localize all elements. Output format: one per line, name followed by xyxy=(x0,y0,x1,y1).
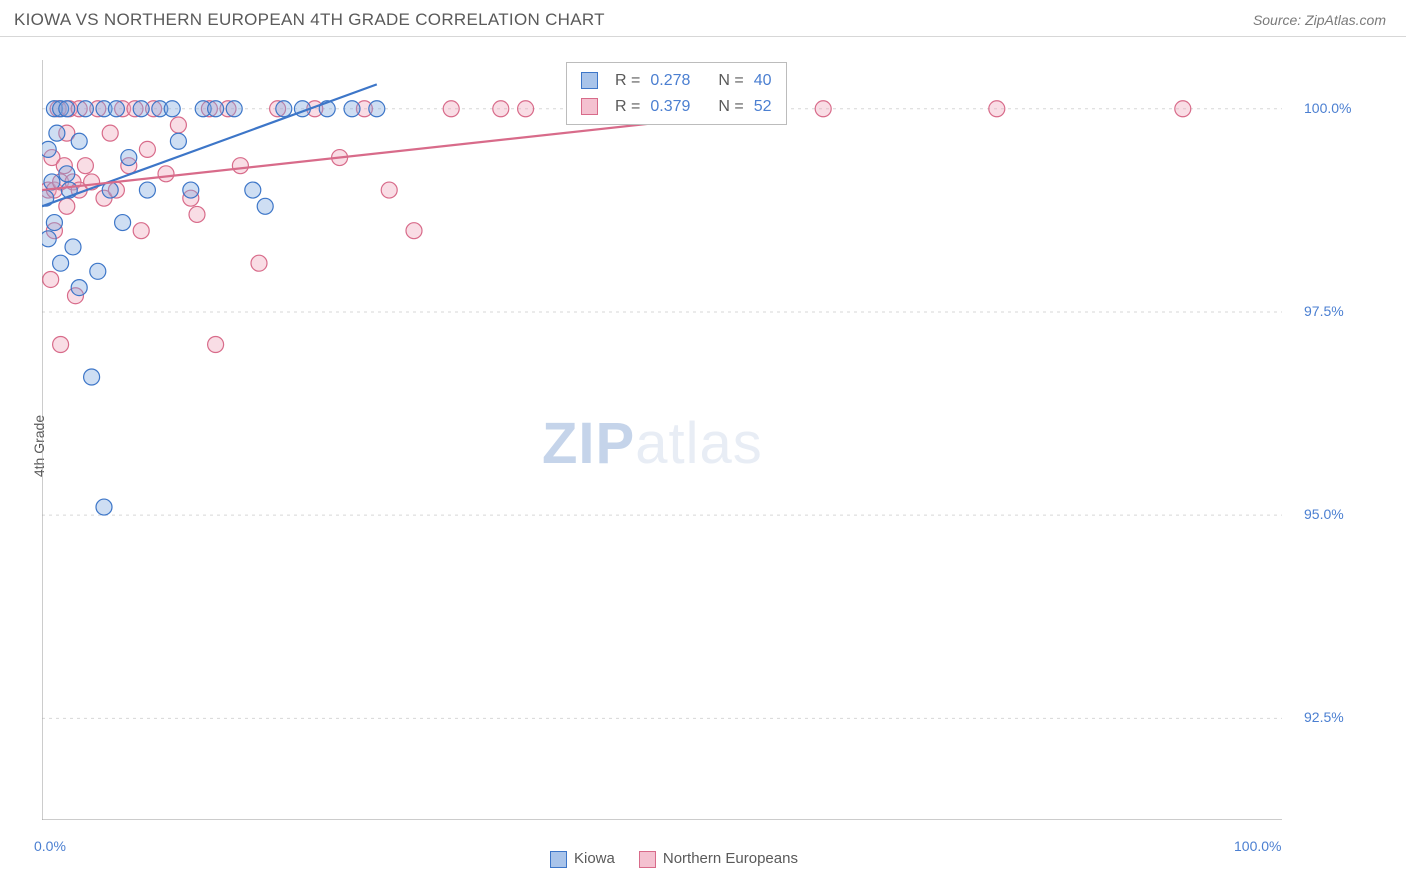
legend-n-value: 52 xyxy=(754,94,772,120)
legend-n-value: 40 xyxy=(754,68,772,94)
scatter-plot-svg xyxy=(42,60,1282,820)
chart-area: ZIPatlas R =0.278N =40R =0.379N =52 xyxy=(42,60,1282,820)
correlation-legend: R = 0.278 N = 40 R = 0.379 N = 52 xyxy=(566,62,787,125)
legend-series-label: Northern Europeans xyxy=(663,850,798,867)
series-legend: Kiowa Northern Europeans xyxy=(550,850,798,868)
x-tick-label: 100.0% xyxy=(1234,838,1281,854)
legend-swatch xyxy=(581,72,598,89)
legend-series-label: Kiowa xyxy=(574,850,615,867)
legend-swatch xyxy=(550,851,567,868)
legend-top-row: R = 0.278 N = 40 xyxy=(581,68,772,94)
legend-r-label: R = xyxy=(615,94,640,120)
legend-n-label: N = xyxy=(718,94,743,120)
x-tick-label: 0.0% xyxy=(34,838,66,854)
chart-title: KIOWA VS NORTHERN EUROPEAN 4TH GRADE COR… xyxy=(14,10,605,30)
legend-n-label: N = xyxy=(718,68,743,94)
legend-swatch xyxy=(639,851,656,868)
legend-r-value: 0.278 xyxy=(650,68,690,94)
legend-bottom-item: Kiowa xyxy=(550,850,615,868)
y-tick-label: 97.5% xyxy=(1304,303,1344,319)
legend-r-value: 0.379 xyxy=(650,94,690,120)
y-tick-label: 92.5% xyxy=(1304,709,1344,725)
y-tick-label: 100.0% xyxy=(1304,100,1351,116)
legend-top-row: R = 0.379 N = 52 xyxy=(581,94,772,120)
y-tick-label: 95.0% xyxy=(1304,506,1344,522)
legend-bottom-item: Northern Europeans xyxy=(639,850,798,868)
chart-header: KIOWA VS NORTHERN EUROPEAN 4TH GRADE COR… xyxy=(0,0,1406,37)
legend-r-label: R = xyxy=(615,68,640,94)
chart-source: Source: ZipAtlas.com xyxy=(1253,12,1386,28)
legend-swatch xyxy=(581,98,598,115)
